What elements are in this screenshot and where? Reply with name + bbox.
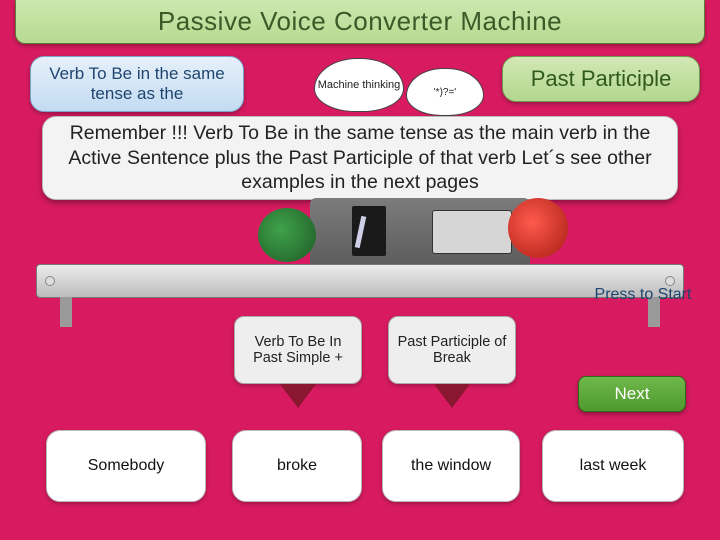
pill-past-participle-text: Past Participle [531, 66, 672, 92]
pill-verb-to-be-text: Verb To Be in the same tense as the [41, 64, 233, 103]
title-bar: Passive Voice Converter Machine [15, 0, 705, 44]
converter-machine [310, 198, 530, 268]
thought-bubble-machine-text: Machine thinking [318, 79, 401, 91]
card-object-text: the window [411, 457, 491, 475]
slide-stage: Passive Voice Converter Machine Verb To … [0, 0, 720, 540]
conveyor-belt [36, 264, 684, 298]
conveyor-bolt [45, 276, 55, 286]
card-subject-text: Somebody [88, 457, 165, 475]
next-button[interactable]: Next [578, 376, 686, 412]
card-object: the window [382, 430, 520, 502]
card-time: last week [542, 430, 684, 502]
machine-panel [432, 210, 512, 254]
arrow-down-icon [434, 384, 470, 408]
card-time-text: last week [580, 457, 647, 475]
press-to-start-label: Press to Start [588, 286, 698, 332]
conveyor-bolt [665, 276, 675, 286]
label-past-participle-break: Past Participle of Break [388, 316, 516, 384]
card-verb: broke [232, 430, 362, 502]
label-verb-to-be-past-simple: Verb To Be In Past Simple + [234, 316, 362, 384]
label-past-participle-break-text: Past Participle of Break [397, 334, 507, 366]
label-verb-to-be-past-simple-text: Verb To Be In Past Simple + [243, 334, 353, 366]
card-subject: Somebody [46, 430, 206, 502]
conveyor-leg [60, 297, 72, 327]
thought-bubble-machine: Machine thinking [314, 58, 404, 112]
press-to-start-text: Press to Start [595, 286, 692, 303]
card-verb-text: broke [277, 457, 317, 475]
reminder-text: Remember !!! Verb To Be in the same tens… [57, 121, 663, 194]
next-button-label: Next [615, 384, 650, 404]
thought-bubble-symbols-text: '*)?=' [434, 87, 456, 98]
pill-verb-to-be: Verb To Be in the same tense as the [30, 56, 244, 112]
pill-past-participle: Past Participle [502, 56, 700, 102]
reminder-callout: Remember !!! Verb To Be in the same tens… [42, 116, 678, 200]
arrow-down-icon [280, 384, 316, 408]
title-text: Passive Voice Converter Machine [158, 6, 562, 37]
thought-bubble-symbols: '*)?=' [406, 68, 484, 116]
